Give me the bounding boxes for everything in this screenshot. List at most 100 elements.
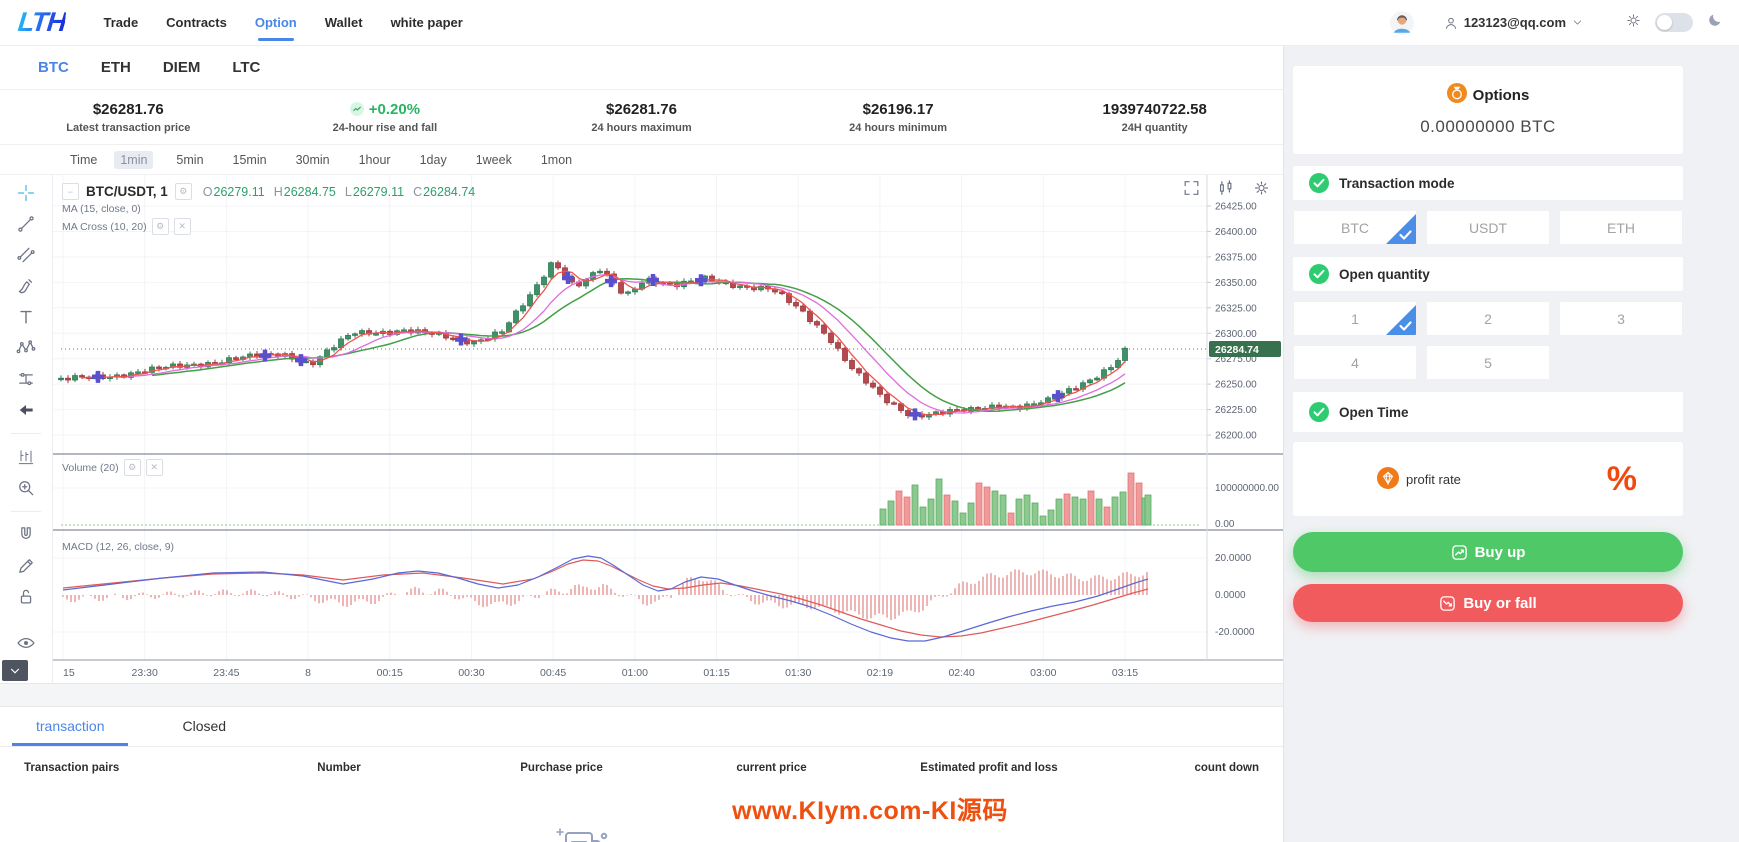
- interval-30min[interactable]: 30min: [295, 152, 330, 167]
- interval-bar: Time 1min 5min 15min 30min 1hour 1day 1week 1mo…: [0, 145, 1283, 174]
- xabcd-pattern-icon[interactable]: [15, 338, 37, 358]
- zoom-in-icon[interactable]: [15, 478, 37, 498]
- svg-text:03:00: 03:00: [1030, 667, 1056, 679]
- stat-label: 24-hour rise and fall: [332, 121, 438, 134]
- theme-toggle[interactable]: [1655, 13, 1693, 32]
- interval-buttons: 1min 5min 15min 30min 1hour 1day 1week 1mon: [114, 150, 578, 169]
- price-chart[interactable]: 26425.00 26400.00 26375.00 26350.00 26325.00…: [53, 175, 1283, 683]
- account-menu[interactable]: 123123@qq.com: [1443, 15, 1584, 31]
- symbol-label[interactable]: BTC/USDT, 1: [86, 184, 168, 199]
- buy-fall-button[interactable]: Buy or fall: [1293, 584, 1683, 622]
- coin-tab-eth[interactable]: ETH: [100, 59, 131, 76]
- volume-settings-icon[interactable]: ⚙: [123, 459, 141, 476]
- interval-label: Time: [70, 152, 98, 167]
- nav-item-wallet[interactable]: Wallet: [324, 15, 363, 30]
- interval-1week[interactable]: 1week: [475, 152, 512, 167]
- orders-tab-closed[interactable]: Closed: [182, 718, 227, 734]
- nav-item-contracts[interactable]: Contracts: [166, 15, 227, 30]
- ma-cross-indicator-label[interactable]: MA Cross (10, 20) ⚙ ✕: [62, 218, 475, 235]
- qty-option-3[interactable]: 3: [1559, 301, 1683, 336]
- trend-up-icon: [1451, 544, 1467, 560]
- text-icon[interactable]: [15, 307, 37, 327]
- main-nav: Trade Contracts Option Wallet white paper: [103, 0, 462, 45]
- mode-option-eth[interactable]: ETH: [1559, 210, 1683, 245]
- profit-rate-card: profit rate %: [1293, 442, 1683, 516]
- nav-item-trade[interactable]: Trade: [103, 15, 139, 30]
- ma-cross-remove-icon[interactable]: ✕: [173, 218, 191, 235]
- macd-indicator-label[interactable]: MACD (12, 26, close, 9): [62, 541, 175, 553]
- magnet-icon[interactable]: [15, 525, 37, 545]
- svg-text:00:15: 00:15: [377, 667, 403, 679]
- header: LTH Trade Contracts Option Wallet white pape…: [0, 0, 1739, 46]
- stat-label: Latest transaction price: [66, 121, 191, 134]
- orders-table-header: Transaction pairs Number Purchase price cur…: [0, 747, 1283, 774]
- balance-title: Options: [1446, 83, 1529, 107]
- fullscreen-icon[interactable]: [1182, 178, 1201, 197]
- symbol-settings-icon[interactable]: ⚙: [174, 183, 192, 200]
- order-panel: Options 0.00000000 BTC Transaction mode …: [1283, 46, 1739, 842]
- check-icon: [1309, 264, 1329, 284]
- interval-1mon[interactable]: 1mon: [540, 152, 573, 167]
- pencil-icon[interactable]: [15, 556, 37, 576]
- bar-measure-icon[interactable]: [15, 447, 37, 467]
- support-avatar-icon[interactable]: [1389, 10, 1415, 36]
- svg-text:20.0000: 20.0000: [1215, 553, 1252, 564]
- logo[interactable]: LTH: [16, 7, 68, 37]
- collapse-legend-icon[interactable]: −: [62, 183, 79, 200]
- qty-option-5[interactable]: 5: [1426, 345, 1550, 380]
- nav-item-white-paper[interactable]: white paper: [390, 15, 463, 30]
- buy-up-button[interactable]: Buy up: [1293, 532, 1683, 572]
- crosshair-icon[interactable]: [15, 183, 37, 203]
- ohlc-values: O26279.11 H26284.75 L26279.11 C26284.74: [202, 184, 476, 199]
- svg-text:23:45: 23:45: [213, 667, 239, 679]
- interval-1min[interactable]: 1min: [114, 150, 154, 169]
- svg-text:02:19: 02:19: [867, 667, 893, 679]
- interval-15min[interactable]: 15min: [232, 152, 267, 167]
- channel-icon[interactable]: [15, 245, 37, 265]
- settings-icon[interactable]: [1252, 178, 1271, 197]
- orders-tabs: transaction Closed: [0, 707, 1283, 747]
- trend-line-icon[interactable]: [15, 214, 37, 234]
- stat-24-hour-rise-and-fall: +0.20% 24-hour rise and fall: [257, 90, 514, 144]
- main-column: BTC ETH DIEM LTC $26281.76 Latest transactio…: [0, 46, 1283, 842]
- interval-1hour[interactable]: 1hour: [358, 152, 391, 167]
- indicators-icon[interactable]: [1217, 178, 1236, 197]
- interval-5min[interactable]: 5min: [176, 152, 204, 167]
- mode-option-usdt[interactable]: USDT: [1426, 210, 1550, 245]
- svg-text:26200.00: 26200.00: [1215, 431, 1257, 442]
- profit-percent-value: %: [1606, 459, 1637, 498]
- column-estimated-profit-and-loss: Estimated profit and loss: [920, 762, 1058, 774]
- volume-indicator-label[interactable]: Volume (20) ⚙ ✕: [62, 459, 163, 476]
- unlock-icon[interactable]: [15, 587, 37, 607]
- ma-cross-settings-icon[interactable]: ⚙: [151, 218, 169, 235]
- forecast-icon[interactable]: [15, 369, 37, 389]
- coin-tabs: BTC ETH DIEM LTC: [0, 46, 1283, 90]
- coin-tab-btc[interactable]: BTC: [38, 59, 69, 76]
- mode-option-btc[interactable]: BTC: [1293, 210, 1417, 245]
- check-icon: [1309, 173, 1329, 193]
- volume-remove-icon[interactable]: ✕: [145, 459, 163, 476]
- qty-option-2[interactable]: 2: [1426, 301, 1550, 336]
- svg-text:26400.00: 26400.00: [1215, 227, 1257, 238]
- column-purchase-price: Purchase price: [520, 762, 603, 774]
- orders-tab-transaction[interactable]: transaction: [12, 718, 129, 746]
- coin-tab-ltc[interactable]: LTC: [232, 59, 261, 76]
- eye-icon[interactable]: [15, 633, 37, 653]
- ma-indicator-label[interactable]: MA (15, close, 0): [62, 203, 141, 215]
- coin-tab-diem[interactable]: DIEM: [162, 59, 201, 76]
- chevron-down-icon: [1573, 20, 1582, 25]
- svg-text:03:15: 03:15: [1112, 667, 1138, 679]
- balance-value: 0.00000000 BTC: [1420, 117, 1556, 136]
- svg-text:0.00: 0.00: [1215, 519, 1235, 530]
- section-transaction-mode: Transaction mode: [1293, 166, 1683, 200]
- svg-text:00:30: 00:30: [458, 667, 484, 679]
- interval-1day[interactable]: 1day: [419, 152, 447, 167]
- nav-item-option[interactable]: Option: [255, 0, 297, 45]
- brush-icon[interactable]: [15, 276, 37, 296]
- stat-value: $26281.76: [606, 100, 677, 118]
- hide-toolbar-button[interactable]: [2, 660, 28, 681]
- qty-option-1[interactable]: 1: [1293, 301, 1417, 336]
- qty-option-4[interactable]: 4: [1293, 345, 1417, 380]
- arrow-left-icon[interactable]: [15, 400, 37, 420]
